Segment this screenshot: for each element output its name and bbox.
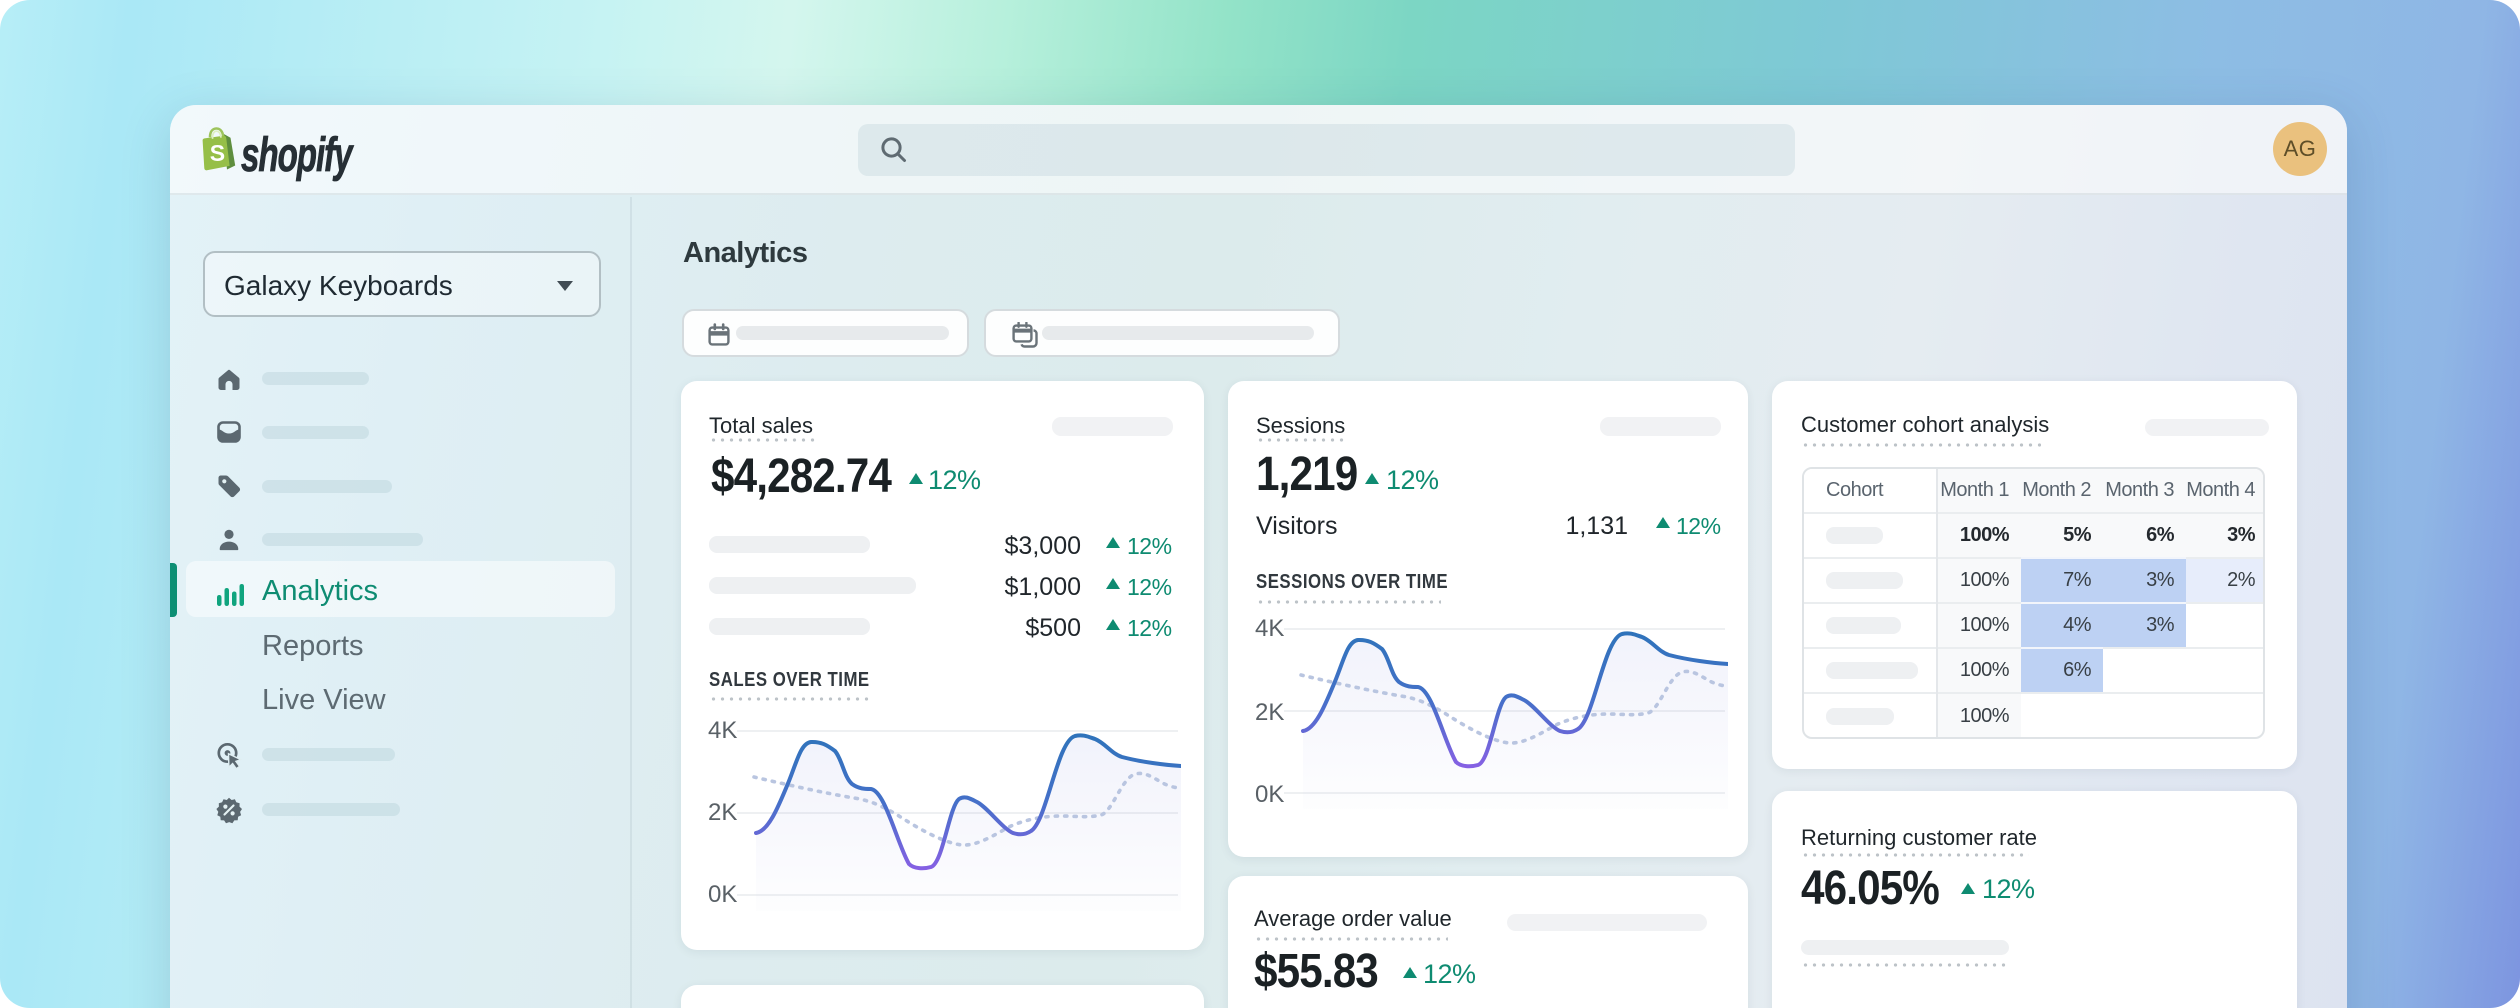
svg-text:S: S (210, 140, 225, 166)
